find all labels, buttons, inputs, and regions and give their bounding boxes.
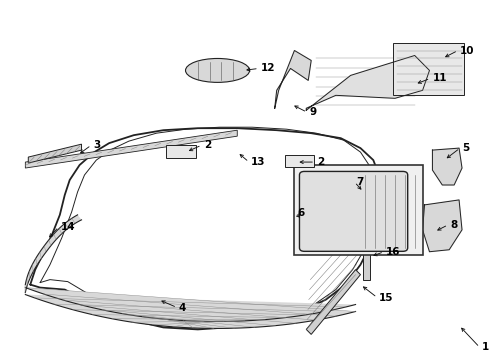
Text: 4: 4 <box>179 302 186 312</box>
Text: 10: 10 <box>460 45 474 55</box>
Text: 16: 16 <box>386 247 400 257</box>
Text: 2: 2 <box>317 157 324 167</box>
Ellipse shape <box>186 58 249 82</box>
Polygon shape <box>306 55 429 110</box>
Text: 5: 5 <box>462 143 469 153</box>
Polygon shape <box>433 148 462 185</box>
Bar <box>294 165 422 255</box>
Polygon shape <box>28 144 81 163</box>
Polygon shape <box>25 288 356 328</box>
Text: 15: 15 <box>379 293 393 302</box>
Text: 7: 7 <box>356 177 364 187</box>
Polygon shape <box>25 215 81 293</box>
Polygon shape <box>25 130 237 168</box>
Bar <box>166 145 196 158</box>
Polygon shape <box>364 245 370 280</box>
Polygon shape <box>275 50 311 108</box>
Text: 2: 2 <box>204 140 211 150</box>
Bar <box>285 155 314 167</box>
Text: 3: 3 <box>93 140 100 150</box>
Text: 9: 9 <box>309 107 316 117</box>
Text: 8: 8 <box>450 220 457 230</box>
Text: 14: 14 <box>61 222 75 232</box>
Bar <box>393 42 464 95</box>
Text: 12: 12 <box>261 63 275 73</box>
Text: 6: 6 <box>297 208 304 218</box>
Text: 11: 11 <box>432 73 447 84</box>
Polygon shape <box>306 270 361 334</box>
FancyBboxPatch shape <box>299 171 408 251</box>
Polygon shape <box>422 200 462 252</box>
Text: 13: 13 <box>251 157 266 167</box>
Text: 1: 1 <box>482 342 489 352</box>
